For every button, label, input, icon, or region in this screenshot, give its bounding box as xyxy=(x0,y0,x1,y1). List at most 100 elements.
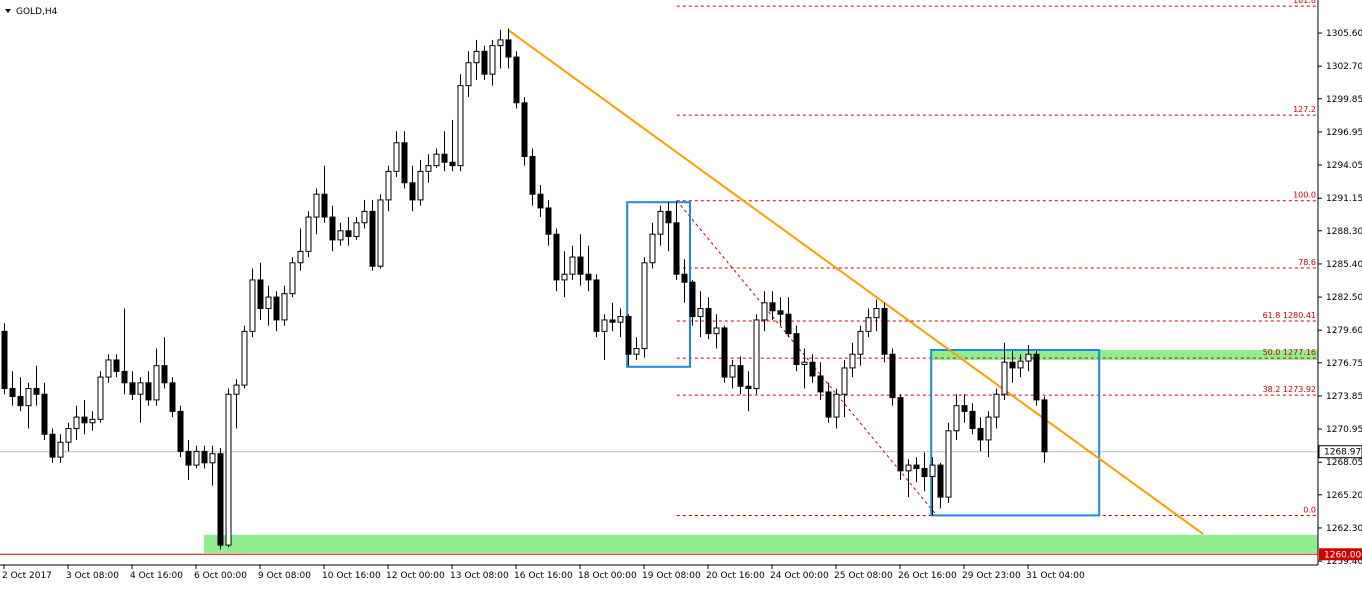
zone xyxy=(931,349,1318,360)
candle-body xyxy=(425,165,432,172)
y-tick-label: 1268.05 xyxy=(1326,458,1362,468)
candle-body xyxy=(641,262,648,350)
y-tick-label: 1279.60 xyxy=(1326,326,1362,336)
candle-body xyxy=(209,453,216,464)
y-tick-label: 1282.50 xyxy=(1326,293,1362,303)
candle-body xyxy=(705,308,712,335)
candle-body xyxy=(569,256,576,275)
candle-body xyxy=(9,388,16,398)
fibo-label: 38.2 1273.92 xyxy=(1263,385,1316,394)
candle-body xyxy=(281,293,288,321)
candle-body xyxy=(177,410,184,452)
candle-body xyxy=(505,39,512,58)
candle-body xyxy=(289,262,296,295)
y-tick-label: 1299.85 xyxy=(1326,95,1362,105)
candle-body xyxy=(385,170,392,201)
fibo-label: 50.0 1277.16 xyxy=(1263,348,1316,357)
candle-body xyxy=(161,365,168,384)
candle-body xyxy=(737,365,744,387)
candle-body xyxy=(729,365,736,378)
fibo-label: 161.8 xyxy=(1293,0,1316,5)
candle-body xyxy=(121,370,128,384)
candle-body xyxy=(1009,361,1016,369)
candle-body xyxy=(241,330,248,386)
candle-body xyxy=(489,45,496,75)
zone xyxy=(204,534,1318,554)
fibo-label: 100.0 xyxy=(1293,191,1316,200)
x-tick-label: 18 Oct 00:00 xyxy=(578,571,637,581)
bid-label-box xyxy=(1318,445,1362,459)
candle-body xyxy=(521,102,528,157)
candle-body xyxy=(761,302,768,321)
candle-body xyxy=(249,279,256,332)
candle-body xyxy=(921,468,928,478)
candle-body xyxy=(1041,399,1048,453)
candle-body xyxy=(769,302,776,312)
candle-body xyxy=(817,375,824,393)
candle-body xyxy=(345,230,352,237)
x-tick-label: 2 Oct 2017 xyxy=(2,571,52,581)
y-tick-label: 1273.85 xyxy=(1326,392,1362,402)
candle-body xyxy=(361,210,368,224)
candle-body xyxy=(657,210,664,235)
candle-body xyxy=(553,233,560,281)
candle-body xyxy=(633,348,640,355)
candle-body xyxy=(201,450,208,464)
candle-body xyxy=(145,382,152,401)
candle-body xyxy=(745,385,752,390)
candle-body xyxy=(433,153,440,167)
y-tick-label: 1270.95 xyxy=(1326,425,1362,435)
candle-body xyxy=(697,308,704,318)
candle-body xyxy=(377,199,384,267)
x-tick-label: 3 Oct 08:00 xyxy=(66,571,119,581)
candle-body xyxy=(529,155,536,195)
symbol-title: GOLD,H4 xyxy=(16,7,58,17)
candle-body xyxy=(33,388,40,395)
candle-body xyxy=(513,56,520,104)
candle-body xyxy=(1025,353,1032,362)
fibo-label: 0.0 xyxy=(1303,506,1316,515)
y-tick-label: 1291.15 xyxy=(1326,194,1362,204)
candle-body xyxy=(401,142,408,184)
candle-body xyxy=(89,418,96,424)
candle-body xyxy=(537,193,544,209)
x-tick-label: 16 Oct 16:00 xyxy=(514,571,573,581)
candle-body xyxy=(1033,353,1040,401)
x-tick-label: 31 Oct 04:00 xyxy=(1026,571,1085,581)
candle-body xyxy=(105,359,112,378)
fibo-label: 78.6 xyxy=(1298,258,1316,267)
candle-body xyxy=(721,327,728,378)
x-tick-label: 26 Oct 16:00 xyxy=(898,571,957,581)
candle-body xyxy=(185,450,192,466)
candle-body xyxy=(785,313,792,335)
candle-body xyxy=(897,397,904,472)
x-tick-label: 13 Oct 08:00 xyxy=(450,571,509,581)
x-tick-label: 20 Oct 16:00 xyxy=(706,571,765,581)
candle-body xyxy=(265,296,272,310)
x-tick-label: 12 Oct 00:00 xyxy=(386,571,445,581)
candle-body xyxy=(409,182,416,201)
candle-body xyxy=(457,85,464,167)
y-tick-label: 1285.40 xyxy=(1326,260,1362,270)
candle-body xyxy=(481,50,488,75)
candle-body xyxy=(881,308,888,355)
candle-body xyxy=(233,384,240,395)
candle-body xyxy=(497,39,504,47)
candle-body xyxy=(961,405,968,412)
y-tick-label: 1259.40 xyxy=(1326,557,1362,567)
candle-body xyxy=(73,416,80,430)
candle-body xyxy=(1017,360,1024,369)
symbol-menu-arrow[interactable] xyxy=(5,9,11,13)
candle-body xyxy=(993,393,1000,418)
candle-body xyxy=(1,330,8,390)
candle-body xyxy=(937,464,944,498)
candle-body xyxy=(57,441,64,458)
candle-body xyxy=(297,250,304,264)
candle-body xyxy=(41,393,48,435)
fibo-label: 61.8 1280.41 xyxy=(1263,311,1316,320)
candle-body xyxy=(809,361,816,377)
candle-body xyxy=(801,361,808,366)
y-tick-label: 1305.60 xyxy=(1326,29,1362,39)
support-label-box xyxy=(1319,548,1362,561)
candle-body xyxy=(665,210,672,224)
